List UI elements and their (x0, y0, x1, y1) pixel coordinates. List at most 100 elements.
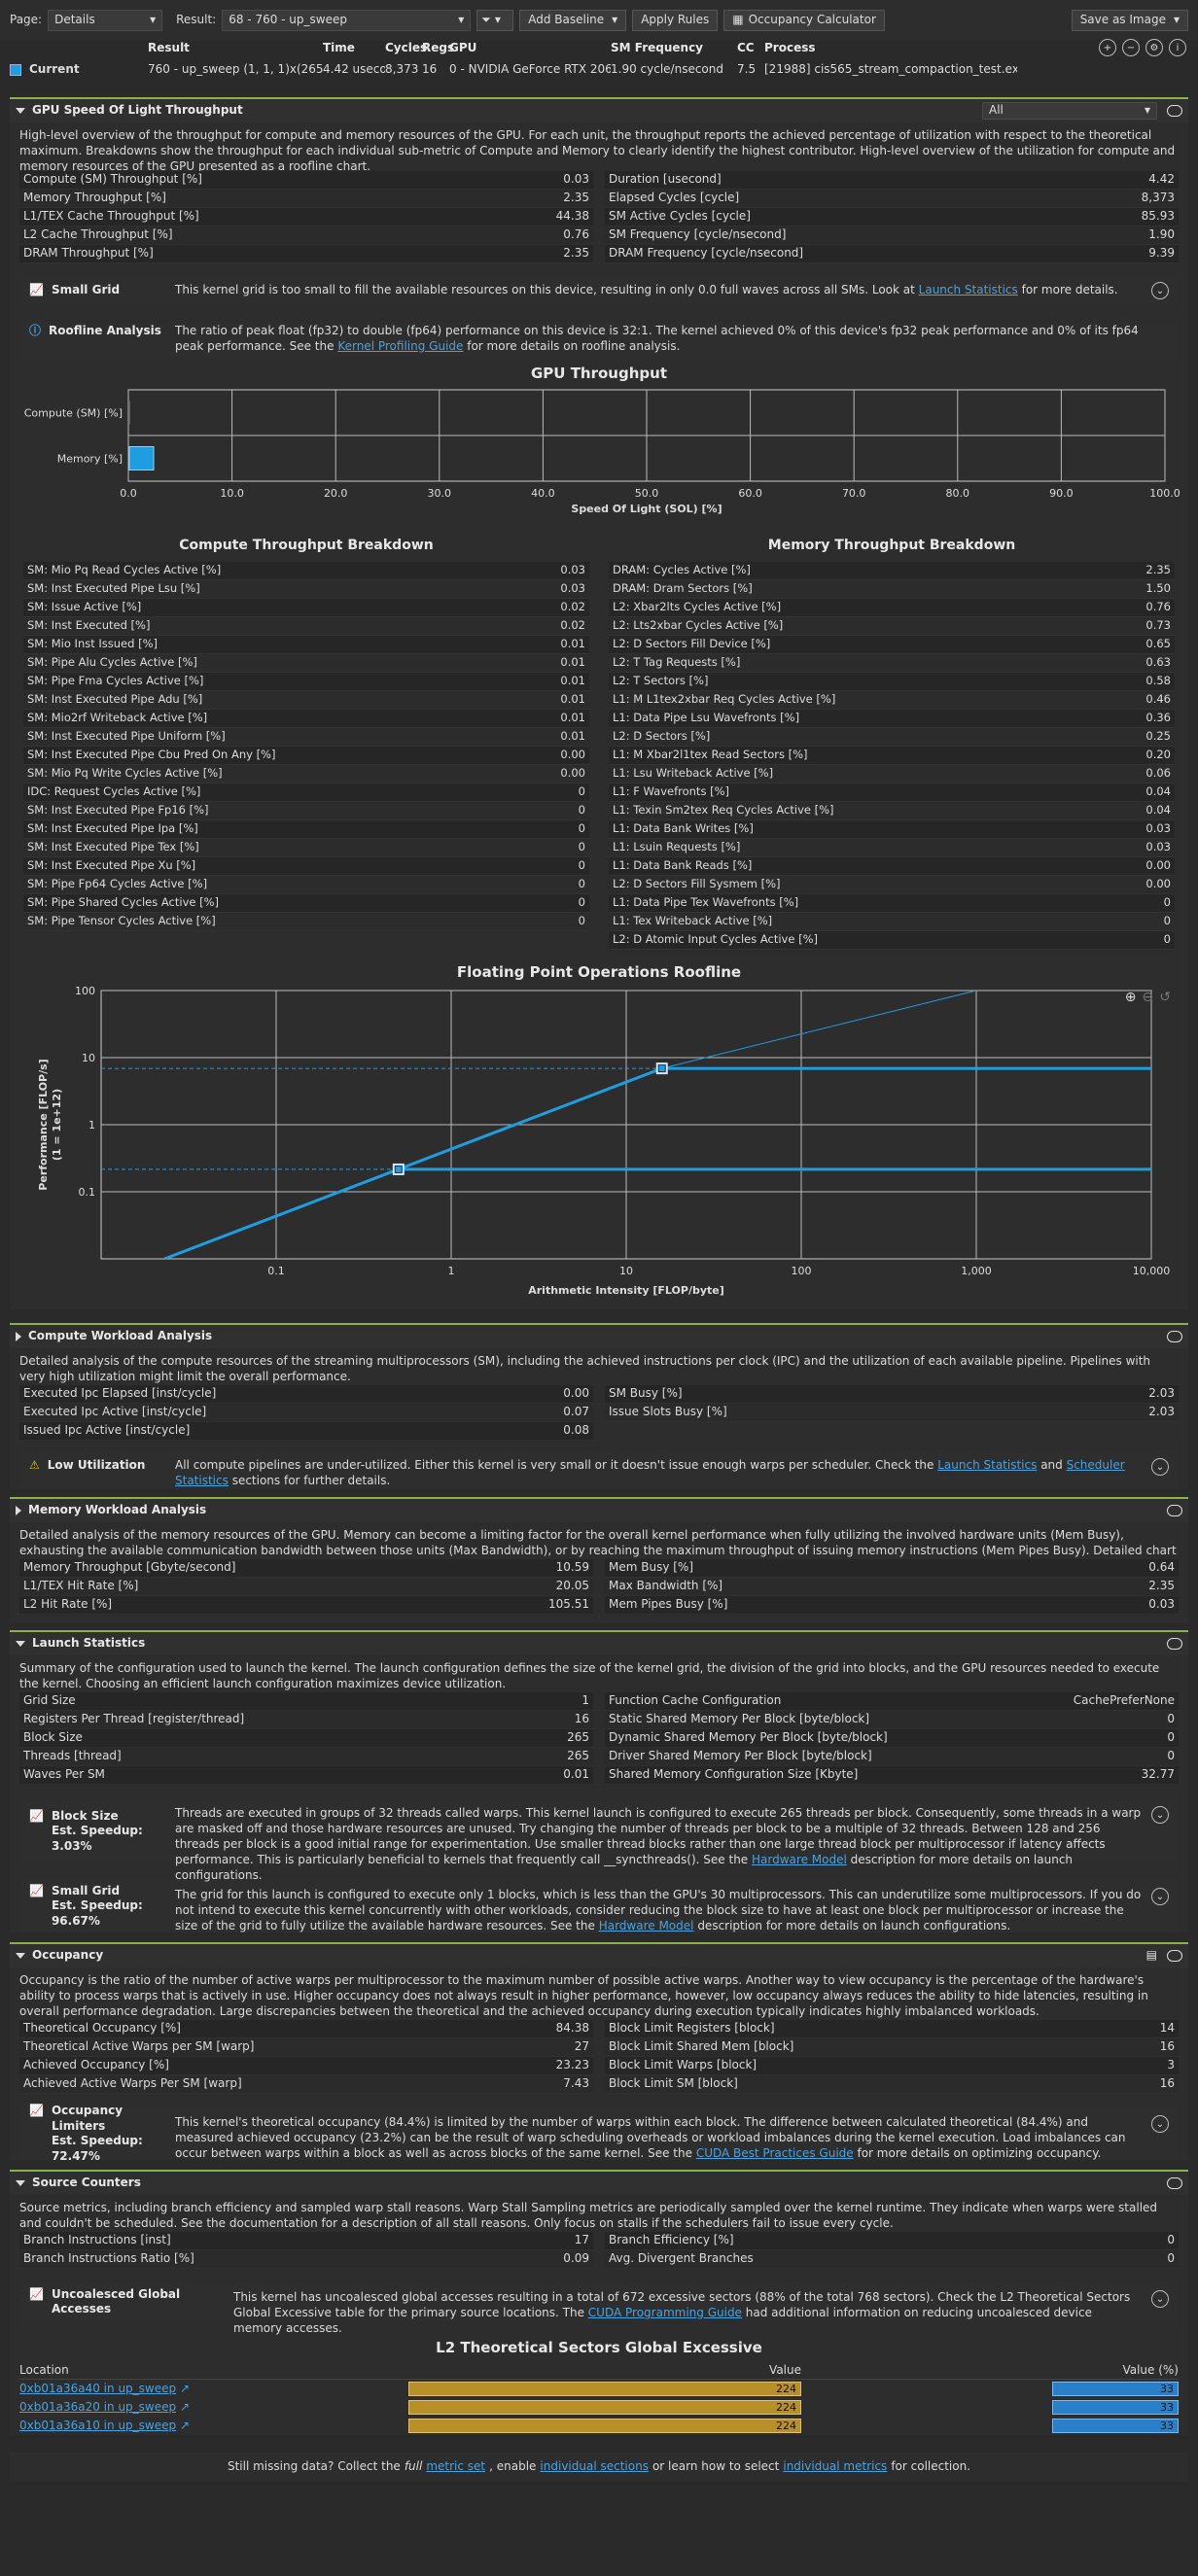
expand-icon[interactable]: ⌄ (1151, 282, 1169, 299)
zoom-out-icon[interactable]: ⊖ (1142, 989, 1154, 1005)
save-as-image-button[interactable]: Save as Image ▾ (1071, 10, 1188, 31)
memory-workload-header[interactable]: Memory Workload Analysis (10, 1499, 1188, 1523)
metric-value: 27 (574, 2039, 589, 2054)
comment-icon[interactable] (1167, 1950, 1182, 1963)
comment-icon[interactable] (1167, 2177, 1182, 2190)
x-tick-label: 0.0 (120, 487, 137, 500)
launch-statistics-header[interactable]: Launch Statistics (10, 1632, 1188, 1656)
metric-name: Block Limit Shared Mem [block] (609, 2039, 794, 2054)
metric-row: Branch Instructions [inst] 17 (19, 2232, 593, 2251)
source-location-link[interactable]: 0xb01a36a40 in up_sweep (19, 2381, 177, 2395)
current-label: Current (29, 62, 80, 77)
summary-header: Result (148, 41, 190, 54)
expand-icon[interactable]: ⌄ (1151, 1806, 1169, 1825)
metric-row: L1: Data Bank Reads [%] 0.00 (609, 856, 1175, 876)
hardware-model-link[interactable]: Hardware Model (752, 1852, 847, 1866)
comment-icon[interactable] (1167, 1331, 1182, 1343)
apply-rules-button[interactable]: Apply Rules (632, 10, 719, 31)
compute-breakdown-title: Compute Throughput Breakdown (179, 537, 434, 553)
metric-row: Theoretical Occupancy [%] 84.38 (19, 2020, 593, 2039)
table-row[interactable]: 0xb01a36a40 in up_sweep ↗ 224 33 (19, 2380, 1179, 2398)
individual-metrics-link[interactable]: individual metrics (783, 2459, 888, 2474)
metric-row: SM: Inst Executed Pipe Ipa [%] 0 (23, 819, 589, 839)
add-baseline-button[interactable]: Add Baseline ▾ (519, 10, 627, 31)
launch-statistics-link[interactable]: Launch Statistics (937, 1458, 1038, 1473)
info-icon[interactable]: i (1169, 39, 1186, 56)
bar[interactable] (129, 400, 130, 425)
metric-value: 0.01 (560, 674, 585, 688)
remove-icon[interactable]: − (1122, 39, 1140, 56)
metric-name: Duration [usecond] (609, 172, 722, 187)
metric-value: 0.09 (563, 2251, 589, 2266)
memory-breakdown-title: Memory Throughput Breakdown (767, 537, 1016, 553)
sol-filter-select[interactable]: All ▾ (982, 102, 1157, 120)
metric-row: IDC: Request Cycles Active [%] 0 (23, 783, 589, 802)
metric-name: Theoretical Occupancy [%] (23, 2021, 181, 2036)
warning-icon: ⚠ (29, 1458, 40, 1473)
metric-row: Waves Per SM 0.01 (19, 1766, 593, 1786)
metric-name: Shared Memory Configuration Size [Kbyte] (609, 1767, 859, 1782)
collapse-icon (16, 108, 25, 114)
occupancy-calculator-button[interactable]: ▦ Occupancy Calculator (723, 10, 885, 31)
collapse-icon (16, 2180, 25, 2187)
launch-statistics-section: Launch Statistics Summary of the configu… (10, 1630, 1188, 1933)
individual-sections-link[interactable]: individual sections (540, 2459, 649, 2474)
source-location-link[interactable]: 0xb01a36a10 in up_sweep (19, 2418, 177, 2432)
metric-name: L1: Data Bank Reads [%] (613, 858, 753, 873)
chart-icon: 📈 (29, 2286, 44, 2301)
settings-icon[interactable]: ⚙ (1145, 39, 1163, 56)
kernel-profiling-guide-link[interactable]: Kernel Profiling Guide (337, 338, 464, 353)
best-practices-link[interactable]: CUDA Best Practices Guide (695, 2145, 854, 2160)
metric-value: 0.03 (563, 172, 589, 187)
add-icon[interactable]: + (1099, 39, 1116, 56)
expand-arrow-icon (16, 1506, 21, 1516)
table-row[interactable]: 0xb01a36a20 in up_sweep ↗ 224 33 (19, 2398, 1179, 2417)
expand-icon[interactable]: ⌄ (1151, 1888, 1169, 1906)
expand-icon[interactable]: ⌄ (1151, 1458, 1169, 1477)
occupancy-header[interactable]: Occupancy ▤ (10, 1944, 1188, 1968)
summary-value: 7.5 (737, 62, 757, 77)
chevron-down-icon: ▾ (1173, 13, 1180, 27)
comment-icon[interactable] (1167, 1505, 1182, 1517)
calculator-icon[interactable]: ▤ (1145, 1948, 1157, 1963)
metric-name: IDC: Request Cycles Active [%] (27, 784, 201, 799)
hardware-model-link[interactable]: Hardware Model (598, 1918, 694, 1932)
metric-name: Block Size (23, 1730, 83, 1745)
compute-workload-header[interactable]: Compute Workload Analysis (10, 1325, 1188, 1349)
col-value: Value (769, 2362, 801, 2377)
comment-icon[interactable] (1167, 105, 1182, 117)
bar[interactable] (128, 446, 155, 470)
source-counters-header[interactable]: Source Counters (10, 2172, 1188, 2196)
metric-row: L1: Data Pipe Lsu Wavefronts [%] 0.36 (609, 709, 1175, 728)
source-location-link[interactable]: 0xb01a36a20 in up_sweep (19, 2399, 177, 2414)
zoom-in-icon[interactable]: ⊕ (1124, 989, 1137, 1005)
expand-icon[interactable]: ⌄ (1151, 2115, 1169, 2134)
compute-workload-metrics: Executed Ipc Elapsed [inst/cycle] 0.00 Exe… (10, 1385, 1188, 1442)
expand-icon[interactable]: ⌄ (1151, 2290, 1169, 2309)
metric-set-link[interactable]: metric set (426, 2459, 486, 2474)
comment-icon[interactable] (1167, 1638, 1182, 1651)
metric-name: SM: Issue Active [%] (27, 600, 142, 614)
metric-name: L2: Xbar2lts Cycles Active [%] (613, 600, 782, 614)
launch-statistics-link[interactable]: Launch Statistics (918, 283, 1018, 297)
summary-value: 1.90 cycle/nsecond (611, 62, 723, 77)
metric-row: Executed Ipc Elapsed [inst/cycle] 0.00 (19, 1385, 593, 1405)
filter-button[interactable]: ⏷ ▾ (476, 10, 514, 31)
sol-header[interactable]: GPU Speed Of Light Throughput All ▾ (10, 99, 1188, 122)
metric-name: L2: T Sectors [%] (613, 674, 709, 688)
small-grid-warning: 📈 Small Grid This kernel grid is too smal… (19, 277, 1179, 304)
reset-zoom-icon[interactable]: ↺ (1159, 989, 1171, 1005)
result-select[interactable]: 68 - 760 - up_sweep ▾ (222, 10, 472, 31)
metric-name: SM: Inst Executed Pipe Xu [%] (27, 858, 196, 873)
metric-name: Function Cache Configuration (609, 1693, 782, 1708)
category-label: Compute (SM) [%] (24, 407, 123, 420)
metric-row: L2: Lts2xbar Cycles Active [%] 0.73 (609, 616, 1175, 636)
metric-value: 2.35 (563, 246, 589, 261)
metric-row: Block Limit Registers [block] 14 (605, 2020, 1179, 2039)
table-row[interactable]: 0xb01a36a10 in up_sweep ↗ 224 33 (19, 2417, 1179, 2435)
scheduler-statistics-link[interactable]: Scheduler Statistics (175, 1458, 1125, 1488)
metric-name: SM: Inst Executed Pipe Fp16 [%] (27, 803, 209, 818)
programming-guide-link[interactable]: CUDA Programming Guide (587, 2306, 742, 2320)
metric-row: SM Busy [%] 2.03 (605, 1385, 1179, 1405)
page-select[interactable]: Details ▾ (48, 10, 163, 31)
